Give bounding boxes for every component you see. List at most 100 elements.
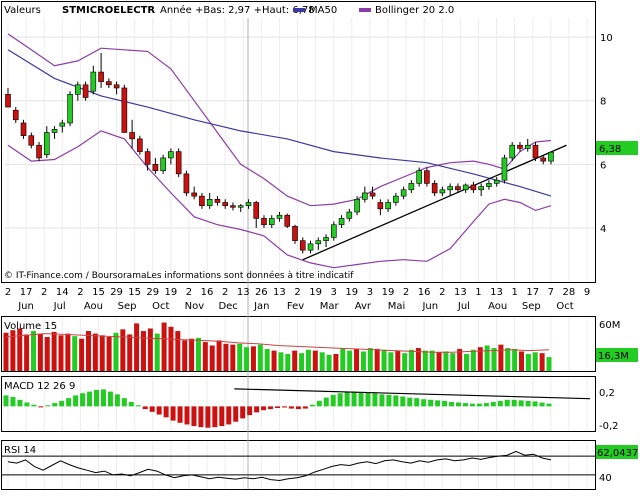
month-label: Nov xyxy=(185,301,205,312)
macd-bar xyxy=(462,403,468,407)
candle-body xyxy=(532,144,539,159)
candle-body xyxy=(183,173,190,194)
last-price-label: 6,38 xyxy=(599,144,621,155)
volume-bar xyxy=(17,328,23,371)
volume-bar xyxy=(498,344,504,371)
macd-bar xyxy=(344,392,350,407)
last-price-box xyxy=(596,141,638,155)
volume-last-box xyxy=(596,348,638,362)
macd-bar xyxy=(365,392,371,407)
volume-ma-line xyxy=(5,333,550,353)
volume-bar xyxy=(312,350,318,371)
macd-bar xyxy=(66,398,72,407)
volume-bar xyxy=(443,351,449,371)
x-tick-label: 19 xyxy=(345,287,358,298)
volume-bar xyxy=(10,330,16,371)
volume-bar xyxy=(3,332,9,371)
volume-bar xyxy=(30,331,36,371)
volume-bar xyxy=(99,335,105,371)
candle-body xyxy=(59,122,66,127)
month-label: Sep xyxy=(118,301,137,312)
volume-bar xyxy=(58,335,64,371)
candle-body xyxy=(431,183,438,194)
volume-bar xyxy=(175,331,181,371)
month-label: Oct xyxy=(152,301,169,312)
volume-bar xyxy=(257,344,263,371)
candle-body xyxy=(20,122,27,136)
candle-body xyxy=(222,202,228,206)
candle-body xyxy=(478,186,484,191)
candle-body xyxy=(385,202,391,210)
macd-bar xyxy=(73,395,79,407)
candle-body xyxy=(175,151,182,175)
month-label: Jul xyxy=(53,301,66,312)
macd-bar xyxy=(198,406,204,428)
macd-bar xyxy=(38,406,44,408)
macd-bar xyxy=(128,401,134,407)
x-tick-label: 17 xyxy=(20,287,33,298)
candle-body xyxy=(261,218,267,226)
volume-bar xyxy=(209,345,215,371)
candle-body xyxy=(354,199,360,213)
macd-bar xyxy=(212,406,218,428)
volume-bar xyxy=(429,350,435,371)
macd-bar xyxy=(400,396,406,407)
candle-body xyxy=(129,132,135,140)
volume-bar xyxy=(244,347,250,371)
macd-signal-line xyxy=(234,388,591,400)
rsi-panel-border xyxy=(1,440,596,490)
macd-bar xyxy=(170,406,176,421)
volume-bar xyxy=(422,350,428,371)
volume-bar xyxy=(223,343,229,371)
volume-bar xyxy=(305,349,311,371)
macd-bar xyxy=(288,406,294,409)
volume-bar xyxy=(65,333,71,371)
x-tick-label: 2 xyxy=(77,287,83,298)
macd-bar xyxy=(393,395,399,407)
macd-bar xyxy=(379,394,385,407)
volume-bar xyxy=(491,348,497,371)
rsi-last-box xyxy=(596,445,638,459)
macd-bar xyxy=(17,399,23,407)
macd-bar xyxy=(309,404,315,407)
macd-bar xyxy=(442,400,448,407)
candle-body xyxy=(323,237,329,241)
candle-body xyxy=(447,186,453,191)
macd-bar xyxy=(469,403,475,407)
volume-bar xyxy=(374,348,380,371)
month-label: Fev xyxy=(287,301,304,312)
price-y-tick-label: 8 xyxy=(600,97,606,108)
macd-bar xyxy=(80,393,86,407)
volume-bar xyxy=(168,326,174,371)
macd-bar xyxy=(435,400,441,407)
volume-bar xyxy=(360,351,366,371)
volume-bar xyxy=(72,336,78,371)
volume-bar xyxy=(37,333,43,371)
volume-bar xyxy=(415,348,421,371)
candle-body xyxy=(245,202,252,206)
candle-body xyxy=(330,224,337,238)
price-plot xyxy=(5,33,567,269)
month-label: Aou xyxy=(488,301,507,312)
macd-bar xyxy=(142,406,148,410)
macd-bar xyxy=(525,400,531,407)
macd-bar xyxy=(483,403,489,407)
volume-bar xyxy=(512,348,518,371)
volume-tick-60m: 60M xyxy=(599,320,620,331)
macd-bar xyxy=(163,406,169,418)
price-y-tick-label: 4 xyxy=(600,224,606,235)
candle-body xyxy=(284,214,291,227)
candle-body xyxy=(501,157,508,181)
macd-bar xyxy=(351,391,357,407)
candle-body xyxy=(113,84,120,89)
macd-bar xyxy=(94,389,99,407)
macd-bar xyxy=(100,389,106,407)
volume-bar xyxy=(44,337,50,371)
macd-bar xyxy=(3,395,9,407)
month-label: Oct xyxy=(556,301,573,312)
x-tick-label: 14 xyxy=(56,287,69,298)
candle-body xyxy=(369,192,376,197)
macd-bar xyxy=(539,402,545,407)
volume-bar xyxy=(79,338,85,371)
